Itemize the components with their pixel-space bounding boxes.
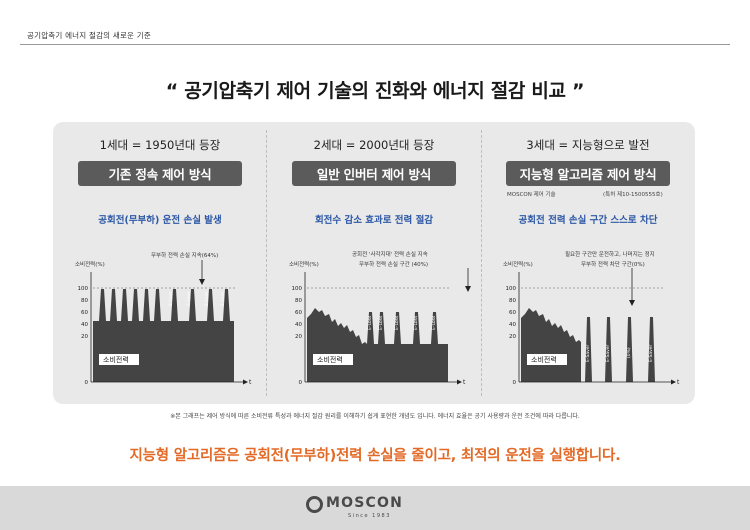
x-axis-arrow-icon: [243, 379, 248, 385]
x-axis-label: t: [463, 379, 466, 386]
y-tick-label: 0: [513, 380, 517, 386]
arrowhead-icon: [629, 300, 635, 306]
peak-label: E-Saver: [585, 344, 591, 362]
chart-annotation: 무부하 전력 차단 구간(0%): [581, 260, 645, 268]
power-chart-gen3: 소비전력(%) 필요한 구간만 운전하고, 나머지는 정지 무부하 전력 차단 …: [503, 250, 680, 386]
y-tick-label: 60: [295, 310, 302, 316]
peak-label: E-Loss: [431, 315, 437, 330]
power-area: [307, 308, 448, 382]
power-area: [93, 289, 234, 392]
main-title: “ 공기압축기 제어 기술의 진화와 에너지 절감 비교 ”: [165, 80, 585, 102]
y-tick-label: 100: [292, 286, 303, 292]
y-tick-label: 100: [78, 286, 89, 292]
area-label-box: [527, 354, 567, 365]
patent-note: (특허 제10-1500555호): [603, 192, 663, 198]
header-divider: [20, 44, 730, 45]
y-tick-label: 0: [85, 380, 89, 386]
y-tick-label: 40: [81, 322, 88, 328]
method-note: MOSCON 제어 기술: [507, 192, 556, 198]
generation-subtitle: 회전수 감소 효과로 전력 절감: [314, 215, 434, 226]
control-method-badge: 기존 정속 제어 방식: [78, 161, 242, 186]
control-method-badge: 일반 인버터 제어 방식: [292, 161, 456, 186]
footer-bar: MOSCON Since 1983: [0, 486, 750, 530]
moscon-logo: MOSCON Since 1983: [306, 493, 446, 523]
header-title: 공기압축기 에너지 절감의 새로운 기준: [27, 31, 151, 40]
y-axis-label: 소비전력(%): [503, 260, 533, 268]
generation-subtitle: 공회전 전력 손실 구간 스스로 차단: [518, 215, 658, 226]
power-peak: [585, 317, 592, 382]
peak-label: (0%): [626, 347, 632, 358]
x-axis-label: t: [249, 379, 252, 386]
peak-label: E-Loss: [168, 291, 174, 306]
logo-ring-icon: [306, 496, 323, 513]
chart-annotation: 무부하 전력 손실 구간 (40%): [359, 260, 428, 268]
peak-label: E-Saver: [605, 344, 611, 362]
area-label-box: [313, 354, 353, 365]
y-tick-label: 0: [299, 380, 303, 386]
comparison-panel: 1세대 = 1950년대 등장 기존 정속 제어 방식 공회전(무부하) 운전 …: [53, 122, 695, 404]
y-axis-label: 소비전력(%): [289, 260, 319, 268]
y-tick-label: 60: [81, 310, 88, 316]
conclusion-text: 지능형 알고리즘은 공회전(무부하)전력 손실을 줄이고, 최적의 운전을 실행…: [129, 448, 621, 464]
power-peak: [648, 317, 655, 382]
chart-annotation: 무부하 전력 손실 지속(64%): [151, 251, 218, 259]
peak-label: E-Saver: [648, 344, 654, 362]
power-chart-gen2: 소비전력(%) 공회전 '사각지대' 전력 손실 지속 무부하 전력 손실 구간…: [289, 250, 471, 386]
y-tick-label: 100: [506, 286, 517, 292]
area-label: 소비전력: [103, 355, 129, 364]
area-label: 소비전력: [317, 355, 343, 364]
peak-label: E-Loss: [186, 291, 192, 306]
logo-since: Since 1983: [348, 513, 391, 519]
y-tick-label: 20: [81, 334, 88, 340]
control-method-badge: 지능형 알고리즘 제어 방식: [506, 161, 670, 186]
area-label: 소비전력: [531, 355, 557, 364]
y-axis-label: 소비전력(%): [75, 260, 105, 268]
power-peak: [626, 317, 633, 382]
arrowhead-icon: [465, 286, 471, 292]
generation-1-column: 1세대 = 1950년대 등장 기존 정속 제어 방식 공회전(무부하) 운전 …: [53, 122, 267, 404]
area-label-box: [99, 354, 139, 365]
chart-annotation: 필요한 구간만 운전하고, 나머지는 정지: [565, 250, 655, 258]
peak-label: E-Loss: [204, 291, 210, 306]
peak-label: E-Loss: [413, 315, 419, 330]
generation-label: 1세대 = 1950년대 등장: [99, 138, 221, 152]
generation-label: 2세대 = 2000년대 등장: [313, 138, 435, 152]
x-axis-label: t: [677, 379, 680, 386]
generation-subtitle: 공회전(무부하) 운전 손실 발생: [98, 215, 222, 226]
power-chart-gen1: 소비전력(%) 무부하 전력 손실 지속(64%) E-Loss E-Loss …: [75, 251, 252, 392]
chart-annotation: 공회전 '사각지대' 전력 손실 지속: [352, 250, 428, 258]
generation-label: 3세대 = 지능형으로 발전: [526, 138, 650, 152]
peak-label: E-Loss: [394, 315, 400, 330]
power-area: [521, 308, 581, 382]
footnote: ※본 그래프는 제어 방식에 따른 소비전류 특성과 에너지 절감 원리를 이해…: [170, 413, 580, 420]
generation-3-column: 3세대 = 지능형으로 발전 지능형 알고리즘 제어 방식 MOSCON 제어 …: [481, 122, 695, 404]
peak-label: E-Loss: [220, 291, 226, 306]
peak-label: E-Loss: [367, 315, 373, 330]
arrowhead-icon: [199, 279, 205, 285]
generation-2-column: 2세대 = 2000년대 등장 일반 인버터 제어 방식 회전수 감소 효과로 …: [267, 122, 481, 404]
peak-label: E-Loss: [378, 315, 384, 330]
y-tick-label: 20: [295, 334, 302, 340]
y-tick-label: 40: [295, 322, 302, 328]
y-tick-label: 20: [509, 334, 516, 340]
logo-text: MOSCON: [326, 495, 404, 511]
x-axis-arrow-icon: [671, 379, 676, 385]
y-tick-label: 80: [295, 298, 302, 304]
y-tick-label: 60: [509, 310, 516, 316]
column-divider: [266, 130, 268, 396]
y-tick-label: 80: [509, 298, 516, 304]
y-tick-label: 80: [81, 298, 88, 304]
x-axis-arrow-icon: [457, 379, 462, 385]
y-tick-label: 40: [509, 322, 516, 328]
column-divider: [481, 130, 483, 396]
power-peak: [605, 317, 612, 382]
